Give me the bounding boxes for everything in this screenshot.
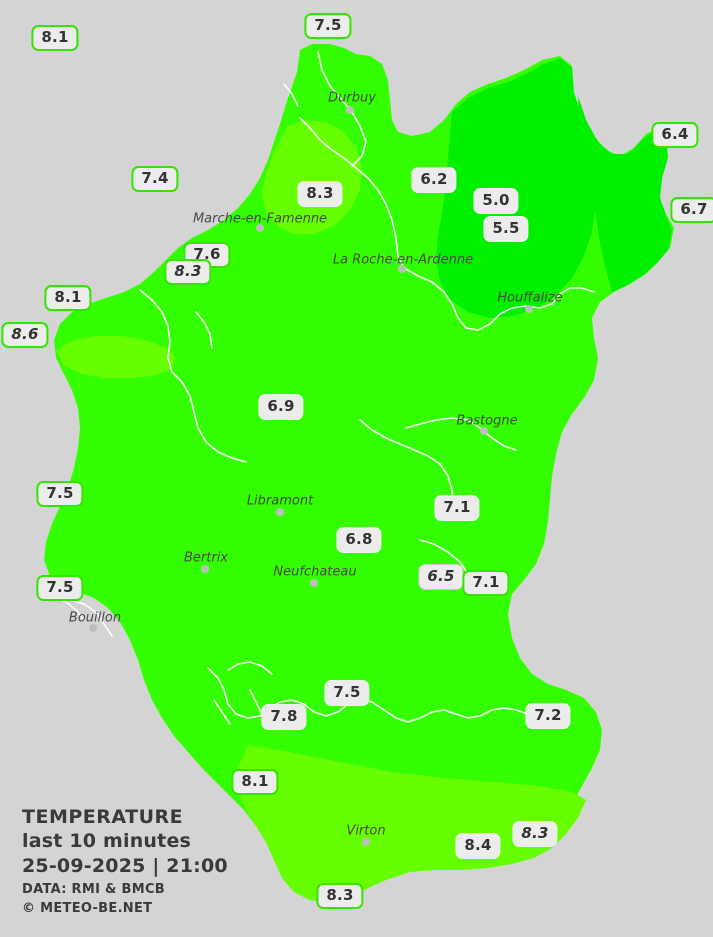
legend-block: TEMPERATURE last 10 minutes 25-09-2025 |… <box>22 806 228 919</box>
legend-subtitle: last 10 minutes <box>22 829 192 852</box>
temperature-reading-chip[interactable]: 6.2 <box>411 167 457 193</box>
city-marker-dot <box>310 579 318 587</box>
temperature-reading-chip[interactable]: 7.5 <box>304 13 352 39</box>
temperature-reading-chip[interactable]: 5.5 <box>483 216 529 242</box>
land-shape-cool-core <box>436 58 604 318</box>
temperature-reading-chip[interactable]: 7.8 <box>261 704 307 730</box>
temperature-reading-chip[interactable]: 7.1 <box>434 495 480 521</box>
temperature-reading-chip[interactable]: 8.3 <box>164 259 212 285</box>
land-shape-warm-south <box>236 745 586 902</box>
legend-datetime: 25-09-2025 | 21:00 <box>22 854 228 877</box>
city-marker-dot <box>346 106 354 114</box>
temperature-reading-chip[interactable]: 8.1 <box>31 25 79 51</box>
temperature-reading-chip[interactable]: 6.5 <box>418 564 464 590</box>
temperature-reading-chip[interactable]: 8.1 <box>231 769 279 795</box>
city-marker-dot <box>89 624 97 632</box>
temperature-reading-chip[interactable]: 7.4 <box>131 166 179 192</box>
temperature-reading-chip[interactable]: 7.5 <box>324 680 370 706</box>
temperature-reading-chip[interactable]: 8.3 <box>512 821 558 847</box>
land-shape-ne-lobe <box>578 96 672 292</box>
temperature-reading-chip[interactable]: 5.0 <box>473 188 519 214</box>
temperature-reading-chip[interactable]: 6.8 <box>336 527 382 553</box>
city-marker-dot <box>398 265 406 273</box>
temperature-reading-chip[interactable]: 7.5 <box>36 481 84 507</box>
temperature-reading-chip[interactable]: 6.4 <box>651 122 699 148</box>
temperature-reading-chip[interactable]: 8.1 <box>44 285 92 311</box>
city-marker-dot <box>525 305 533 313</box>
temperature-reading-chip[interactable]: 7.5 <box>36 575 84 601</box>
temperature-reading-chip[interactable]: 6.7 <box>670 197 713 223</box>
city-marker-dot <box>201 565 209 573</box>
temperature-reading-chip[interactable]: 8.4 <box>455 833 501 859</box>
temperature-reading-chip[interactable]: 8.6 <box>1 322 49 348</box>
legend-title: TEMPERATURE <box>22 806 184 829</box>
temperature-reading-chip[interactable]: 8.3 <box>297 181 343 207</box>
temperature-reading-chip[interactable]: 7.1 <box>462 570 510 596</box>
city-marker-dot <box>256 224 264 232</box>
land-shape-warm-west <box>56 336 176 378</box>
legend-copyright: © METEO-BE.NET <box>22 901 153 917</box>
temperature-reading-chip[interactable]: 7.2 <box>525 703 571 729</box>
city-marker-dot <box>276 508 284 516</box>
city-marker-dot <box>480 427 488 435</box>
temperature-reading-chip[interactable]: 8.3 <box>316 883 364 909</box>
temperature-reading-chip[interactable]: 6.9 <box>258 394 304 420</box>
legend-source: DATA: RMI & BMCB <box>22 882 165 898</box>
city-marker-dot <box>362 838 370 846</box>
